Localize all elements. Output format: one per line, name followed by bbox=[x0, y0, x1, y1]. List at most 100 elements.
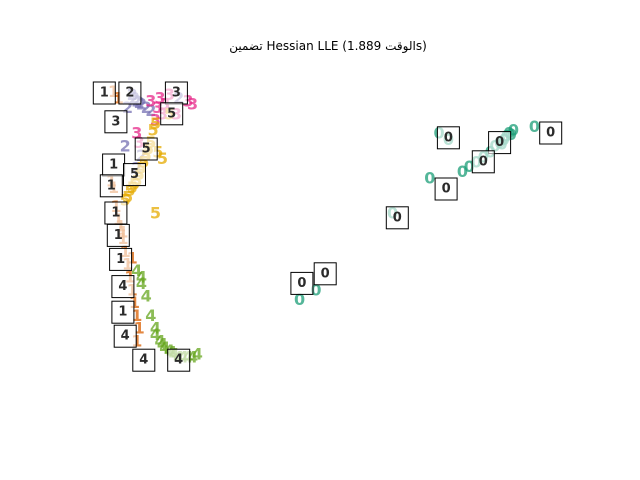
thumbnail-digit-image: 3 bbox=[111, 114, 120, 129]
scatter-point: 4 bbox=[192, 344, 203, 363]
digit-thumbnail: 1 bbox=[104, 201, 128, 225]
scatter-point: 1 bbox=[113, 88, 124, 107]
scatter-point: 0 bbox=[508, 120, 519, 139]
thumbnail-digit-image: 0 bbox=[495, 135, 504, 150]
scatter-point: 1 bbox=[129, 293, 140, 312]
thumbnail-frame bbox=[92, 81, 116, 105]
thumbnail-frame bbox=[167, 348, 191, 372]
digit-thumbnail: 0 bbox=[434, 177, 458, 201]
scatter-point: 3 bbox=[182, 92, 193, 111]
thumbnail-digit-image: 0 bbox=[321, 266, 330, 281]
scatter-point: 2 bbox=[122, 98, 133, 117]
scatter-point: 1 bbox=[127, 248, 138, 267]
scatter-point: 4 bbox=[150, 325, 161, 344]
thumbnail-frame bbox=[434, 177, 458, 201]
thumbnail-digit-image: 4 bbox=[121, 329, 130, 344]
scatter-point: 4 bbox=[145, 306, 156, 325]
scatter-point: 4 bbox=[141, 287, 152, 306]
digit-thumbnail: 5 bbox=[134, 137, 158, 161]
thumbnail-digit-image: 1 bbox=[111, 206, 120, 221]
thumbnail-digit-image: 4 bbox=[139, 353, 148, 368]
scatter-point: 3 bbox=[131, 124, 142, 143]
thumbnail-frame bbox=[118, 81, 142, 105]
scatter-point: 5 bbox=[152, 143, 163, 162]
scatter-point: 5 bbox=[120, 191, 131, 210]
thumbnail-digit-image: 0 bbox=[444, 130, 453, 145]
thumbnail-frame bbox=[111, 275, 135, 299]
thumbnail-frame bbox=[313, 262, 337, 286]
scatter-point: 3 bbox=[187, 95, 198, 114]
thumbnail-digit-image: 5 bbox=[142, 142, 151, 157]
digit-thumbnail: 0 bbox=[436, 126, 460, 150]
digit-thumbnail: 3 bbox=[164, 81, 188, 105]
scatter-point: 3 bbox=[155, 88, 166, 107]
scatter-point: 0 bbox=[310, 280, 321, 299]
digit-thumbnail: 0 bbox=[385, 206, 409, 230]
digit-thumbnail: 0 bbox=[539, 121, 563, 145]
thumbnail-frame bbox=[539, 121, 563, 145]
thumbnail-frame bbox=[106, 223, 130, 247]
scatter-point: 1 bbox=[134, 319, 145, 338]
digit-thumbnail: 1 bbox=[106, 223, 130, 247]
thumbnail-frame bbox=[134, 137, 158, 161]
scatter-point: 4 bbox=[136, 274, 147, 293]
thumbnail-digit-image: 0 bbox=[546, 126, 555, 141]
digit-thumbnail: 0 bbox=[290, 271, 314, 295]
digit-thumbnail: 3 bbox=[104, 110, 128, 134]
thumbnail-digit-image: 4 bbox=[118, 279, 127, 294]
scatter-point: 5 bbox=[127, 178, 138, 197]
scatter-point: 5 bbox=[150, 114, 161, 133]
digit-thumbnail: 1 bbox=[102, 153, 126, 177]
thumbnail-digit-image: 0 bbox=[393, 210, 402, 225]
thumbnail-digit-image: 3 bbox=[172, 86, 181, 101]
scatter-point: 4 bbox=[157, 335, 168, 354]
digit-thumbnail: 1 bbox=[109, 247, 133, 271]
digit-thumbnail: 0 bbox=[471, 150, 495, 174]
scatter-point: 0 bbox=[294, 290, 305, 309]
thumbnail-digit-image: 5 bbox=[167, 106, 176, 121]
digit-thumbnail: 5 bbox=[123, 163, 146, 187]
scatter-point: 5 bbox=[122, 188, 133, 207]
thumbnail-frame bbox=[113, 324, 137, 348]
thumbnail-digit-image: 1 bbox=[118, 305, 127, 320]
scatter-point: 2 bbox=[136, 95, 147, 114]
scatter-point: 5 bbox=[138, 152, 149, 171]
scatter-point: 5 bbox=[157, 149, 168, 168]
scatter-point: 3 bbox=[152, 98, 163, 117]
thumbnail-digit-image: 0 bbox=[297, 276, 306, 291]
thumbnail-digit-image: 1 bbox=[100, 86, 109, 101]
digit-thumbnail: 1 bbox=[92, 81, 116, 105]
digit-thumbnail: 4 bbox=[167, 348, 191, 372]
thumbnail-digit-image: 2 bbox=[125, 86, 134, 101]
thumbnail-frame bbox=[160, 102, 184, 126]
thumbnail-digit-image: 0 bbox=[479, 154, 488, 169]
scatter-point: 0 bbox=[424, 168, 435, 187]
digit-thumbnail: 1 bbox=[99, 174, 123, 198]
scatter-point: 4 bbox=[155, 332, 166, 351]
scatter-point: 3 bbox=[145, 92, 156, 111]
thumbnail-frame bbox=[123, 163, 146, 187]
thumbnail-digit-image: 1 bbox=[109, 158, 118, 173]
scatter-point: 4 bbox=[131, 261, 142, 280]
scatter-point: 4 bbox=[159, 338, 170, 357]
thumbnail-frame bbox=[104, 110, 128, 134]
scatter-point: 5 bbox=[148, 120, 159, 139]
thumbnail-digit-image: 1 bbox=[107, 178, 116, 193]
thumbnail-frame bbox=[436, 126, 460, 150]
thumbnail-digit-image: 4 bbox=[174, 353, 183, 368]
thumbnail-frame bbox=[99, 174, 123, 198]
digit-thumbnail: 1 bbox=[111, 300, 135, 324]
scatter-point: 5 bbox=[124, 181, 135, 200]
thumbnail-digit-image: 1 bbox=[116, 252, 125, 267]
scatter-point: 4 bbox=[150, 319, 161, 338]
scatter-point: 4 bbox=[187, 348, 198, 367]
digit-thumbnail: 5 bbox=[160, 102, 184, 126]
scatter-point: 2 bbox=[141, 98, 152, 117]
digit-thumbnail: 4 bbox=[113, 324, 137, 348]
scatter-point: 1 bbox=[131, 306, 142, 325]
scatter-point: 5 bbox=[150, 204, 161, 223]
scatter-point: 0 bbox=[529, 117, 540, 136]
thumbnail-frame bbox=[109, 247, 133, 271]
scatter-point: 3 bbox=[150, 111, 161, 130]
